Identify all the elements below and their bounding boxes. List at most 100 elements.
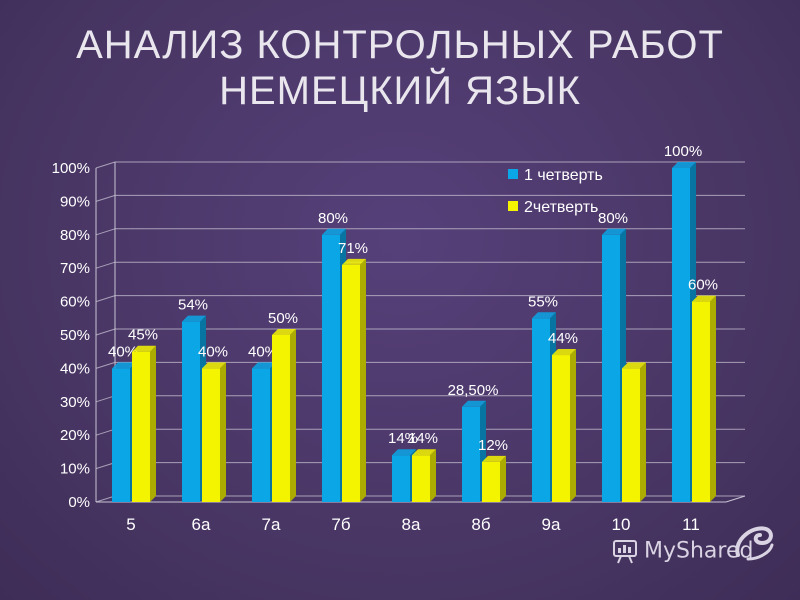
data-label: 55% [528,293,558,310]
bar-front [412,455,430,502]
bar-top [622,362,646,369]
data-label: 100% [664,143,702,160]
watermark: MyShared [612,538,792,572]
data-label: 40% [108,343,138,360]
data-label: 50% [268,310,298,327]
floor-edge [725,495,746,503]
gridline-side [95,295,116,303]
data-label: 71% [338,240,368,257]
gridline-side [95,428,116,436]
gridline-side [95,361,116,369]
gridline-side [95,462,116,470]
x-tick-label: 5 [126,515,135,534]
x-tick-label: 11 [682,515,700,534]
x-tick-label: 6а [192,515,211,534]
bar-top [482,455,506,462]
x-tick-label: 9а [542,515,561,534]
bar-side [220,362,226,502]
bar-front [132,351,150,502]
data-label: 45% [128,327,158,344]
bar-q2 [342,258,366,502]
y-tick-label: 50% [60,327,90,344]
y-tick-label: 90% [60,193,90,210]
y-tick-label: 30% [60,394,90,411]
bar-top [112,362,136,369]
bar-side [500,455,506,502]
bar-front [182,321,200,502]
legend-swatch [508,201,518,211]
legend-label: 1 четверть [524,167,603,184]
data-label: 28,50% [448,382,499,399]
x-tick-label: 8б [471,515,490,534]
gridline-side [95,194,116,202]
bar-front [462,406,480,502]
data-label: 40% [198,343,228,360]
bar-top [272,329,296,335]
bar-front [552,355,570,502]
watermark-text: MyShared [644,538,754,564]
bar-front [202,368,220,502]
y-tick-label: 100% [52,160,90,177]
title-line-1: АНАЛИЗ КОНТРОЛЬНЫХ РАБОТ [76,23,724,67]
legend-swatch [508,169,518,179]
y-tick-label: 40% [60,360,90,377]
gridline-side [95,328,116,336]
data-label: 44% [548,330,578,347]
bar-q2 [272,329,296,502]
bar-front [622,368,640,502]
data-label: 80% [318,210,348,227]
presentation-board-icon [613,540,637,564]
bar-q1 [392,449,416,502]
bar-q2 [482,455,506,502]
bar-front [672,168,690,502]
data-label: 54% [178,297,208,314]
data-label: 12% [478,437,508,454]
bar-top [412,449,436,456]
bar-top [552,349,576,356]
bar-top [252,362,276,369]
x-tick-label: 7б [331,515,350,534]
y-tick-label: 0% [68,494,90,511]
bar-q2 [552,349,576,502]
bar-top [532,312,556,319]
gridline-side [95,395,116,403]
x-tick-label: 10 [612,515,631,534]
bar-front [112,368,130,502]
gridline-side [95,495,116,503]
bar-top [132,345,156,352]
data-label: 14% [408,430,438,447]
bar-front [252,368,270,502]
x-tick-label: 7а [262,515,281,534]
bar-side [360,258,366,502]
bar-q2 [692,295,716,502]
bar-side [640,362,646,502]
slide-title: АНАЛИЗ КОНТРОЛЬНЫХ РАБОТ НЕМЕЦКИЙ ЯЗЫК [0,22,800,114]
bar-side [290,329,296,502]
data-label: 60% [688,277,718,294]
y-tick-label: 60% [60,294,90,311]
bar-q2 [202,362,226,502]
bar-front [322,234,340,503]
x-tick-label: 8а [402,515,421,534]
gridline-side [95,228,116,236]
bar-top [392,449,416,456]
bar-q2 [622,362,646,502]
y-tick-label: 20% [60,427,90,444]
bar-front [482,461,500,502]
bar-front [532,318,550,502]
gridline-side [95,161,116,169]
bar-side [430,449,436,502]
title-line-2: НЕМЕЦКИЙ ЯЗЫК [219,69,581,113]
bar-side [150,345,156,502]
bar-top [322,228,346,235]
bar-front [342,264,360,502]
bar-q2 [132,345,156,502]
data-label: 14% [388,430,418,447]
bar-q2 [412,449,436,502]
bar-front [602,234,620,503]
bar-front [392,455,410,502]
bar-front [692,301,710,502]
bar-top [182,315,206,322]
y-tick-label: 80% [60,227,90,244]
